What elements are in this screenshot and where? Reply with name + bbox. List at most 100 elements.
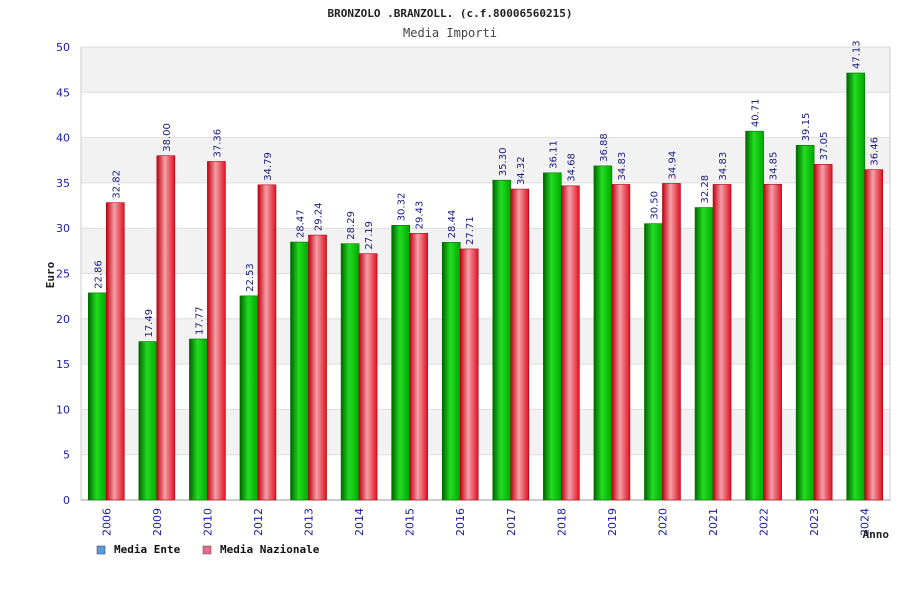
bar-media-ente (795, 145, 815, 501)
bar-media-ente (239, 295, 259, 501)
bar-media-nazionale (712, 184, 732, 501)
bar-media-ente (543, 172, 562, 501)
x-tick-label: 2020 (656, 508, 669, 536)
bar-media-ente (441, 242, 461, 501)
y-tick-label: 45 (56, 86, 70, 99)
x-tick-label: 2010 (201, 508, 214, 536)
bars: 22.86 32.82 17.49 38.00 17.77 37.36 22.53 34.79… (87, 40, 884, 501)
bar-media-ente (340, 243, 360, 501)
x-tick-label: 2015 (404, 508, 417, 536)
bar-media-nazionale (409, 233, 428, 501)
chart-subtitle: Media Importi (403, 26, 497, 40)
bar-media-nazionale (763, 183, 782, 501)
legend-swatch-media-ente (96, 545, 106, 555)
bar-media-ente (745, 130, 764, 501)
x-tick-label: 2012 (252, 508, 265, 536)
data-label-media-nazionale: 32.82 (111, 170, 122, 199)
data-label-media-ente: 30.32 (397, 193, 408, 222)
data-label-media-ente: 28.44 (447, 210, 458, 239)
data-label-media-nazionale: 34.85 (769, 152, 780, 181)
data-label-media-ente: 22.53 (245, 263, 256, 292)
data-label-media-nazionale: 34.83 (718, 152, 729, 181)
bar-media-nazionale (864, 169, 884, 501)
bar-media-ente (846, 72, 866, 501)
data-label-media-nazionale: 34.94 (667, 151, 678, 180)
plot-band (81, 92, 890, 138)
y-tick-label: 25 (56, 268, 70, 281)
y-tick-label: 20 (56, 313, 70, 326)
x-tick-label: 2009 (151, 508, 164, 536)
bar-media-ente (290, 241, 309, 501)
bar-media-nazionale (308, 234, 327, 501)
y-tick-label: 50 (56, 41, 70, 54)
legend: Media Ente Media Nazionale (96, 543, 320, 556)
bar-media-nazionale (105, 202, 125, 501)
data-label-media-ente: 28.29 (346, 211, 357, 240)
bar-media-nazionale (156, 155, 176, 501)
x-tick-label: 2021 (707, 508, 720, 536)
data-label-media-ente: 35.30 (498, 148, 509, 177)
x-tick-label: 2019 (606, 508, 619, 536)
y-tick-label: 0 (63, 494, 70, 507)
bar-media-nazionale (510, 188, 530, 501)
plot-band (81, 47, 890, 93)
chart-title: BRONZOLO .BRANZOLL. (c.f.80006560215) (327, 7, 572, 20)
data-label-media-nazionale: 34.83 (617, 152, 628, 181)
data-label-media-ente: 17.49 (144, 309, 155, 338)
bar-media-nazionale (611, 184, 631, 501)
x-tick-label: 2014 (353, 508, 366, 536)
data-label-media-ente: 17.77 (194, 306, 205, 335)
data-label-media-ente: 28.47 (296, 209, 307, 238)
y-tick-label: 35 (56, 177, 70, 190)
legend-swatch-media-nazionale (202, 545, 212, 555)
bar-media-ente (694, 207, 714, 501)
bar-media-nazionale (662, 183, 681, 501)
bar-media-ente (138, 341, 158, 501)
y-axis-title: Euro (44, 261, 57, 288)
data-label-media-nazionale: 34.79 (263, 152, 274, 181)
bar-media-ente (492, 179, 512, 501)
data-label-media-ente: 32.28 (700, 175, 711, 204)
data-label-media-ente: 40.71 (751, 99, 762, 128)
bar-media-nazionale (459, 248, 479, 501)
bar-media-nazionale (561, 185, 580, 501)
bar-media-ente (87, 292, 107, 501)
bar-media-ente (593, 165, 613, 501)
x-tick-label: 2022 (758, 508, 771, 536)
data-label-media-nazionale: 34.32 (516, 156, 527, 185)
bar-media-nazionale (813, 164, 833, 501)
x-tick-label: 2016 (454, 508, 467, 536)
data-label-media-ente: 39.15 (801, 113, 812, 142)
bar-media-nazionale (207, 161, 226, 501)
legend-label-media-nazionale: Media Nazionale (220, 543, 320, 556)
bar-media-ente (644, 223, 663, 501)
bar-media-ente (189, 338, 208, 501)
data-label-media-nazionale: 37.05 (819, 132, 830, 161)
x-tick-label: 2013 (303, 508, 316, 536)
data-label-media-nazionale: 34.68 (566, 153, 577, 182)
data-label-media-nazionale: 27.19 (364, 221, 375, 250)
x-tick-label: 2017 (505, 508, 518, 536)
data-label-media-nazionale: 38.00 (162, 123, 173, 152)
legend-label-media-ente: Media Ente (114, 543, 181, 556)
bar-media-ente (391, 225, 410, 501)
bar-media-nazionale (358, 253, 378, 501)
data-label-media-nazionale: 37.36 (212, 129, 223, 158)
data-label-media-ente: 22.86 (93, 260, 104, 289)
data-label-media-ente: 30.50 (649, 191, 660, 220)
x-tick-label: 2023 (808, 508, 821, 536)
data-label-media-nazionale: 36.46 (870, 137, 881, 166)
y-tick-label: 40 (56, 132, 70, 145)
data-label-media-ente: 36.11 (548, 140, 559, 169)
data-label-media-ente: 36.88 (599, 133, 610, 162)
x-axis-title: Anno (863, 528, 890, 541)
y-tick-label: 10 (56, 403, 70, 416)
data-label-media-nazionale: 29.43 (415, 201, 426, 230)
data-label-media-nazionale: 27.71 (465, 216, 476, 245)
x-tick-label: 2024 (859, 508, 872, 536)
y-tick-label: 30 (56, 222, 70, 235)
x-tick-label: 2018 (555, 508, 568, 536)
bar-media-nazionale (257, 184, 277, 501)
y-tick-label: 15 (56, 358, 70, 371)
